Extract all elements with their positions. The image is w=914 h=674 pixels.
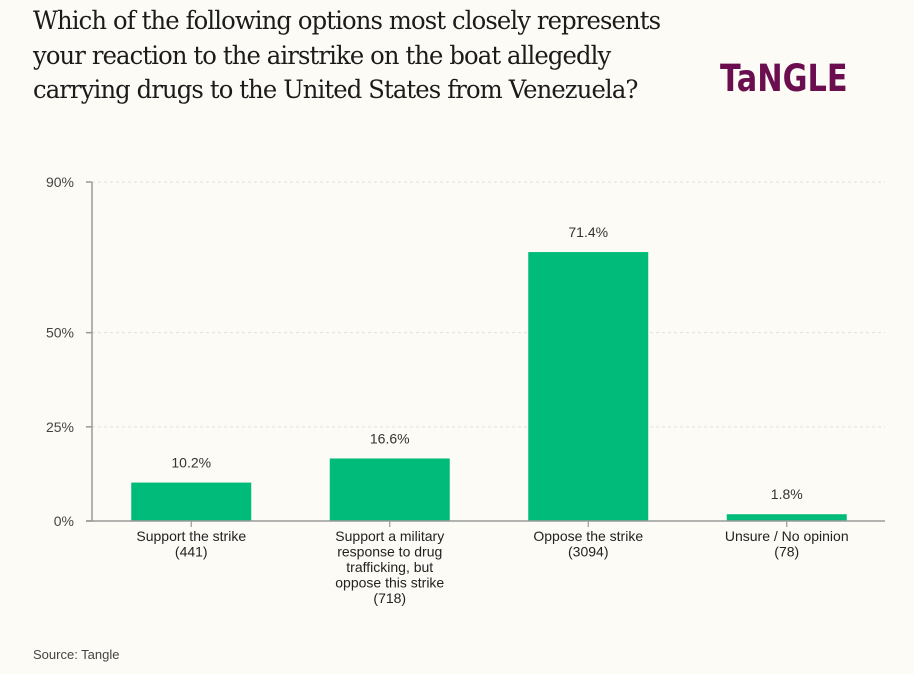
x-tick-label-line: Oppose the strike (533, 528, 643, 544)
x-tick-label-line: Unsure / No opinion (725, 528, 849, 544)
x-tick-label: Support a military response to drug traffi… (335, 528, 444, 606)
chart-title: Which of the following options most clos… (33, 6, 661, 104)
x-tick-label-line: oppose this strike (335, 575, 444, 591)
data-label: 1.8% (771, 486, 803, 502)
bar (131, 482, 252, 521)
gridlines (92, 181, 885, 428)
bar (726, 514, 847, 521)
y-tick-label: 0% (54, 513, 74, 529)
bars (131, 252, 847, 521)
x-tick-label-line: (78) (774, 544, 799, 560)
source-note: Source: Tangle (33, 647, 120, 662)
x-tick-label-line: Support the strike (136, 528, 246, 544)
tangle-logo: TaNGLE (720, 57, 848, 100)
category-labels: Support the strike (441) Support a militar… (136, 528, 848, 606)
data-label: 10.2% (171, 455, 211, 471)
y-axis: 0% 25% 50% 90% (46, 174, 93, 529)
x-axis (86, 520, 885, 527)
y-tick-label: 90% (46, 174, 74, 190)
y-tick-label: 25% (46, 419, 74, 435)
x-tick-label: Oppose the strike (3094) (533, 528, 643, 560)
bar (329, 458, 450, 521)
data-label: 16.6% (370, 430, 410, 446)
x-tick-label-line: (3094) (568, 544, 608, 560)
x-tick-label-line: response to drug (337, 544, 442, 560)
y-tick-label: 50% (46, 325, 74, 341)
x-tick-label-line: (441) (175, 544, 208, 560)
x-tick-label-line: trafficking, but (346, 559, 433, 575)
x-tick-label: Unsure / No opinion (78) (725, 528, 849, 560)
x-tick-label: Support the strike (441) (136, 528, 246, 560)
bar (528, 252, 649, 521)
x-tick-label-line: (718) (373, 590, 406, 606)
data-labels: 10.2% 16.6% 71.4% 1.8% (171, 224, 802, 502)
x-tick-label-line: Support a military (335, 528, 444, 544)
data-label: 71.4% (568, 224, 608, 240)
